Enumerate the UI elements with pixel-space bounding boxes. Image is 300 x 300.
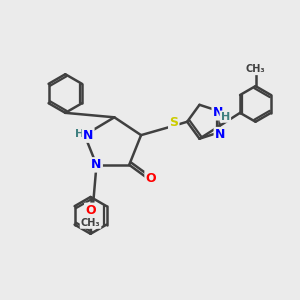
Text: N: N [91,158,102,171]
Text: H: H [75,129,84,139]
Text: N: N [83,129,93,142]
Text: O: O [146,172,156,185]
Text: N: N [215,128,225,141]
Text: CH₃: CH₃ [246,64,265,74]
Text: O: O [85,204,96,217]
Text: N: N [213,106,223,119]
Text: S: S [169,116,178,129]
Text: CH₃: CH₃ [81,218,100,228]
Text: H: H [221,112,230,122]
